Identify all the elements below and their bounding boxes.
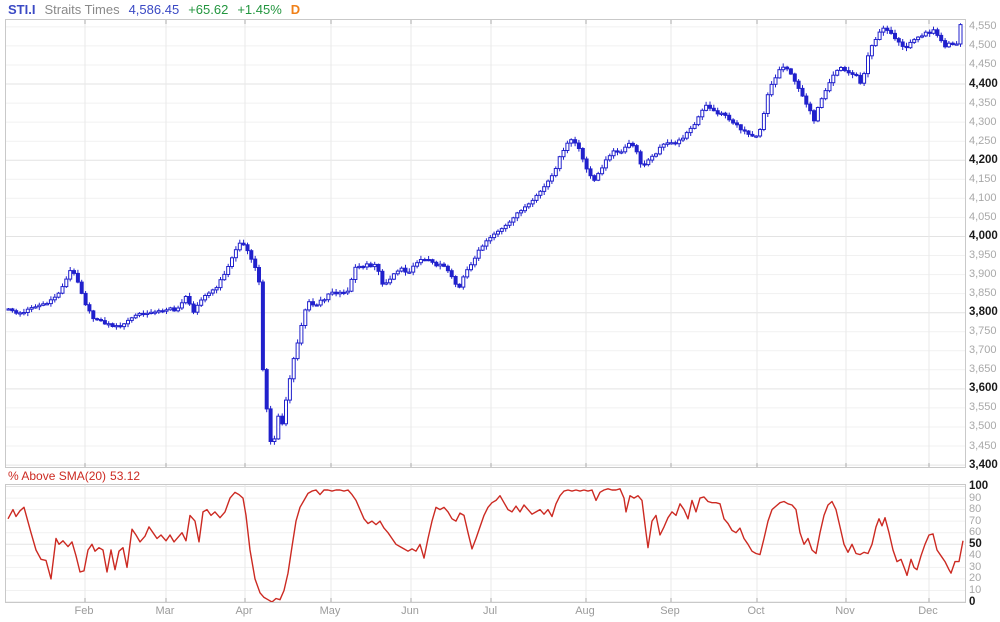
price-axis-tick: 3,450 — [969, 439, 997, 452]
indicator-name: % Above SMA(20) — [8, 469, 107, 483]
price-axis-tick: 3,650 — [969, 363, 997, 376]
timeframe-badge[interactable]: D — [290, 2, 301, 17]
month-label: Feb — [74, 605, 94, 617]
price-axis-tick: 3,950 — [969, 249, 997, 261]
month-label: Mar — [155, 605, 175, 617]
last-price: 4,586.45 — [128, 2, 180, 17]
price-axis[interactable]: 4,550 4,500 4,450 4,400 4,350 4,300 4,250 4,200… — [969, 0, 1000, 622]
month-label: Aug — [575, 605, 595, 617]
price-axis-tick: 3,550 — [969, 401, 997, 414]
price-axis-tick: 4,150 — [969, 172, 997, 185]
month-label: Nov — [835, 605, 855, 617]
month-label: May — [319, 605, 341, 617]
price-axis-tick: 4,550 — [969, 20, 997, 33]
price-axis-tick: 3,750 — [969, 325, 997, 338]
price-axis-tick: 4,200 — [969, 153, 998, 166]
indicator-axis[interactable]: 100 90 80 70 60 50 40 30 20 10 0 — [969, 0, 1000, 622]
indicator-axis-tick: 40 — [969, 549, 982, 562]
price-axis-tick: 4,500 — [969, 39, 997, 52]
price-axis-tick: 4,250 — [969, 134, 997, 147]
month-label: Oct — [747, 605, 765, 617]
price-axis-tick: 3,600 — [969, 382, 998, 395]
indicator-axis-tick: 60 — [969, 526, 982, 539]
price-axis-tick: 4,100 — [969, 191, 997, 204]
price-axis-tick: 3,800 — [969, 306, 998, 319]
indicator-axis-tick: 100 — [969, 480, 989, 492]
symbol-name: Straits Times — [44, 2, 120, 17]
indicator-axis-tick: 0 — [969, 595, 976, 608]
month-label: Dec — [918, 605, 938, 617]
price-axis-tick: 3,850 — [969, 287, 997, 300]
indicator-chart — [6, 485, 965, 602]
time-axis[interactable]: Feb Mar Apr May Jun Jul Aug Sep Oct Nov Dec — [5, 605, 966, 620]
price-axis-tick: 3,900 — [969, 268, 997, 281]
indicator-axis-tick: 20 — [969, 572, 982, 585]
indicator-axis-tick: 70 — [969, 514, 982, 527]
candlestick-chart — [6, 20, 965, 467]
indicator-axis-tick: 50 — [969, 537, 982, 550]
price-axis-tick: 3,700 — [969, 344, 997, 357]
month-label: Jun — [401, 605, 419, 617]
month-label: Apr — [235, 605, 253, 617]
price-axis-tick: 4,350 — [969, 96, 997, 109]
price-change-percent: +1.45% — [237, 2, 282, 17]
indicator-axis-tick: 90 — [969, 491, 982, 504]
symbol-label: STI.I — [8, 2, 36, 17]
price-axis-tick: 4,300 — [969, 115, 997, 128]
price-axis-tick: 4,000 — [969, 229, 998, 242]
indicator-axis-tick: 10 — [969, 583, 982, 596]
price-chart-panel[interactable] — [5, 19, 966, 468]
price-change: +65.62 — [188, 2, 229, 17]
indicator-title: % Above SMA(20) 53.12 — [8, 469, 144, 483]
indicator-axis-tick: 30 — [969, 560, 982, 573]
price-axis-tick: 4,050 — [969, 210, 997, 223]
price-axis-tick: 4,450 — [969, 58, 997, 71]
symbol-header: STI.I Straits Times 4,586.45 +65.62 +1.45% D — [8, 2, 309, 18]
price-axis-tick: 3,500 — [969, 420, 997, 433]
indicator-panel[interactable] — [5, 484, 966, 603]
indicator-axis-tick: 80 — [969, 503, 982, 516]
month-label: Sep — [660, 605, 680, 617]
indicator-value: 53.12 — [110, 469, 141, 483]
price-axis-tick: 4,400 — [969, 77, 998, 90]
month-label: Jul — [482, 605, 498, 617]
price-axis-tick: 3,400 — [969, 458, 998, 471]
